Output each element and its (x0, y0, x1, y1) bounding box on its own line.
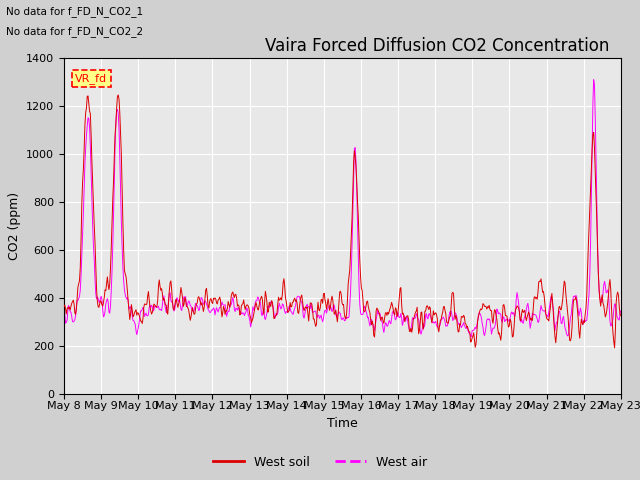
West air (214, 308, 221, 313)
West air (70, 318, 78, 324)
West soil (185, 307, 193, 313)
West air (410, 316, 418, 322)
West soil (611, 345, 618, 351)
West air (426, 313, 434, 319)
West soil (617, 313, 625, 319)
West soil (214, 297, 222, 303)
West air (590, 77, 598, 83)
West air (60, 300, 68, 306)
Line: West soil: West soil (64, 95, 621, 348)
Text: Vaira Forced Diffusion CO2 Concentration: Vaira Forced Diffusion CO2 Concentration (266, 36, 610, 55)
West soil (411, 312, 419, 318)
West air (617, 308, 625, 314)
West soil (128, 306, 136, 312)
Line: West air: West air (64, 80, 621, 337)
Y-axis label: CO2 (ppm): CO2 (ppm) (8, 192, 20, 260)
West soil (70, 301, 78, 307)
Text: No data for f_FD_N_CO2_1: No data for f_FD_N_CO2_1 (6, 6, 143, 17)
Legend: West soil, West air: West soil, West air (208, 451, 432, 474)
West soil (428, 315, 435, 321)
West soil (60, 303, 68, 309)
West air (184, 300, 192, 306)
Text: No data for f_FD_N_CO2_2: No data for f_FD_N_CO2_2 (6, 25, 143, 36)
X-axis label: Time: Time (327, 417, 358, 430)
Text: VR_fd: VR_fd (75, 73, 108, 84)
West air (127, 307, 135, 312)
West air (467, 334, 475, 340)
West soil (115, 92, 122, 98)
